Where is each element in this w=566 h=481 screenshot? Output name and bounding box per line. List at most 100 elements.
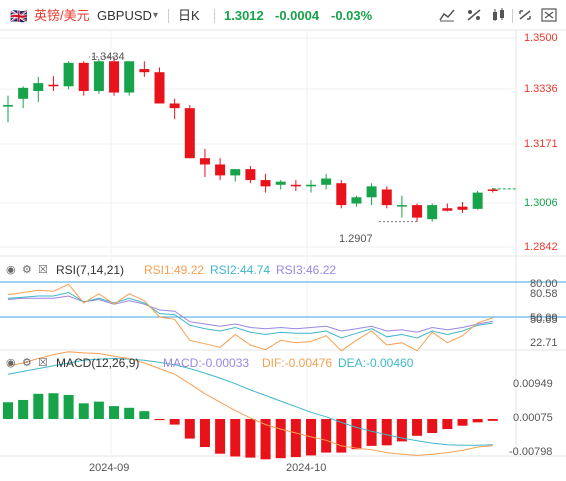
- candle-body: [3, 105, 13, 107]
- candle-body: [306, 184, 316, 187]
- candle-body: [78, 62, 89, 91]
- last-price: 1.3012: [224, 8, 264, 23]
- macd-bar: [487, 419, 498, 421]
- eye-icon[interactable]: ◉: [6, 357, 16, 369]
- close-icon[interactable]: ☒: [38, 264, 48, 276]
- candle-body: [48, 84, 59, 87]
- macd-bar: [472, 419, 483, 423]
- rsi-tick: 50.00: [530, 312, 558, 324]
- toolbar-divider: [512, 9, 513, 23]
- candle-body: [351, 197, 362, 204]
- fullscreen-icon[interactable]: [516, 8, 534, 24]
- rsi-tick: 22.71: [530, 337, 558, 349]
- price-tick: 1.3171: [524, 138, 558, 150]
- macd-bar: [93, 401, 104, 419]
- candle-body: [321, 178, 332, 185]
- macd-bar: [396, 419, 407, 442]
- candle-body: [154, 72, 165, 104]
- dif-line: [7, 351, 493, 456]
- candle-body: [93, 61, 104, 91]
- macd-bar: [109, 406, 120, 419]
- macd-bar: [199, 419, 210, 447]
- chart-toolbar: 🇬🇧 英镑/美元 GBPUSD ▾ 日K 1.3012 -0.0004 -0.0…: [0, 0, 566, 32]
- rsi-tick: 80.00: [530, 278, 558, 290]
- macd-bar: [63, 394, 74, 419]
- candle-body: [18, 87, 29, 99]
- macd-bar: [457, 419, 468, 426]
- macd-bar: [412, 419, 423, 436]
- macd-bar: [381, 419, 392, 446]
- price-tick: 1.3336: [524, 83, 558, 95]
- macd-bar: [169, 419, 180, 425]
- dea-value: DEA:-0.00460: [338, 356, 414, 370]
- macd-bar: [48, 393, 59, 419]
- macd-bar: [245, 419, 256, 458]
- candle-body: [275, 181, 286, 185]
- candle-body: [139, 69, 150, 73]
- price-tick: 1.3006: [524, 197, 558, 209]
- macd-title[interactable]: MACD(12,26,9): [56, 356, 140, 370]
- gear-icon[interactable]: ⚙: [22, 357, 32, 369]
- macd-bar: [78, 403, 89, 419]
- gear-icon[interactable]: ⚙: [22, 264, 32, 276]
- price-change-percent: -0.03%: [331, 8, 373, 23]
- rsi-tick: 80.58: [530, 288, 558, 300]
- rsi2-value: RSI2:44.74: [210, 263, 271, 277]
- symbol-code[interactable]: GBPUSD: [97, 8, 152, 23]
- macd-bar: [18, 399, 29, 419]
- rsi1-value: RSI1:49.22: [144, 263, 205, 277]
- x-axis-label: 2024-10: [286, 462, 327, 474]
- macd-bar: [351, 419, 362, 450]
- candle-body: [412, 205, 423, 218]
- macd-bar: [33, 393, 44, 419]
- candle-body: [63, 62, 74, 87]
- x-axis-label: 2024-09: [89, 462, 130, 474]
- candle-body: [366, 186, 377, 198]
- eye-icon[interactable]: ◉: [6, 264, 16, 276]
- candle-body: [215, 164, 226, 176]
- indicator-icon[interactable]: [465, 8, 483, 24]
- low-annotation: 1.2907: [339, 233, 373, 245]
- rsi-tick: 50.65: [530, 314, 558, 326]
- rsi-title[interactable]: RSI(7,14,21): [56, 263, 125, 277]
- rsi2-line: [7, 291, 493, 339]
- candle-body: [457, 206, 468, 210]
- rsi1-line: [7, 283, 493, 352]
- rsi3-line: [7, 295, 493, 333]
- macd-tick: 0.00949: [513, 378, 553, 390]
- macd-bar: [184, 419, 195, 439]
- macd-bar: [290, 419, 301, 458]
- close-icon[interactable]: ☒: [38, 357, 48, 369]
- caret-down-icon[interactable]: ▾: [153, 10, 159, 21]
- macd-bar: [366, 419, 377, 446]
- macd-bar: [230, 419, 241, 457]
- chart-type-icon[interactable]: [438, 8, 456, 24]
- toolbar-divider: [168, 9, 169, 23]
- candle-body: [290, 184, 301, 187]
- high-annotation: 1.3434: [91, 51, 125, 63]
- settings-icon[interactable]: [540, 8, 558, 24]
- candle-body: [184, 108, 195, 159]
- candle-body: [442, 208, 453, 211]
- candle-body: [124, 61, 135, 93]
- price-change: -0.0004: [275, 8, 320, 23]
- macd-bar: [124, 407, 135, 419]
- price-tick: 1.2842: [524, 241, 558, 253]
- candle-body: [199, 158, 210, 165]
- symbol-name[interactable]: 英镑/美元: [34, 8, 90, 23]
- candle-body: [33, 83, 44, 91]
- candle-body: [381, 189, 392, 206]
- macd-bar: [260, 419, 271, 460]
- macd-value: MACD:-0.00033: [163, 356, 250, 370]
- macd-tick: -0.00798: [509, 446, 553, 458]
- rsi3-value: RSI3:46.22: [276, 263, 337, 277]
- draw-icon[interactable]: [490, 8, 508, 24]
- macd-bar: [442, 419, 453, 430]
- candle-body: [487, 189, 498, 191]
- candle-body: [245, 169, 256, 181]
- candle-body: [427, 205, 438, 220]
- candle-body: [396, 205, 407, 207]
- timeframe-selector[interactable]: 日K: [178, 8, 200, 23]
- macd-bar: [139, 411, 150, 419]
